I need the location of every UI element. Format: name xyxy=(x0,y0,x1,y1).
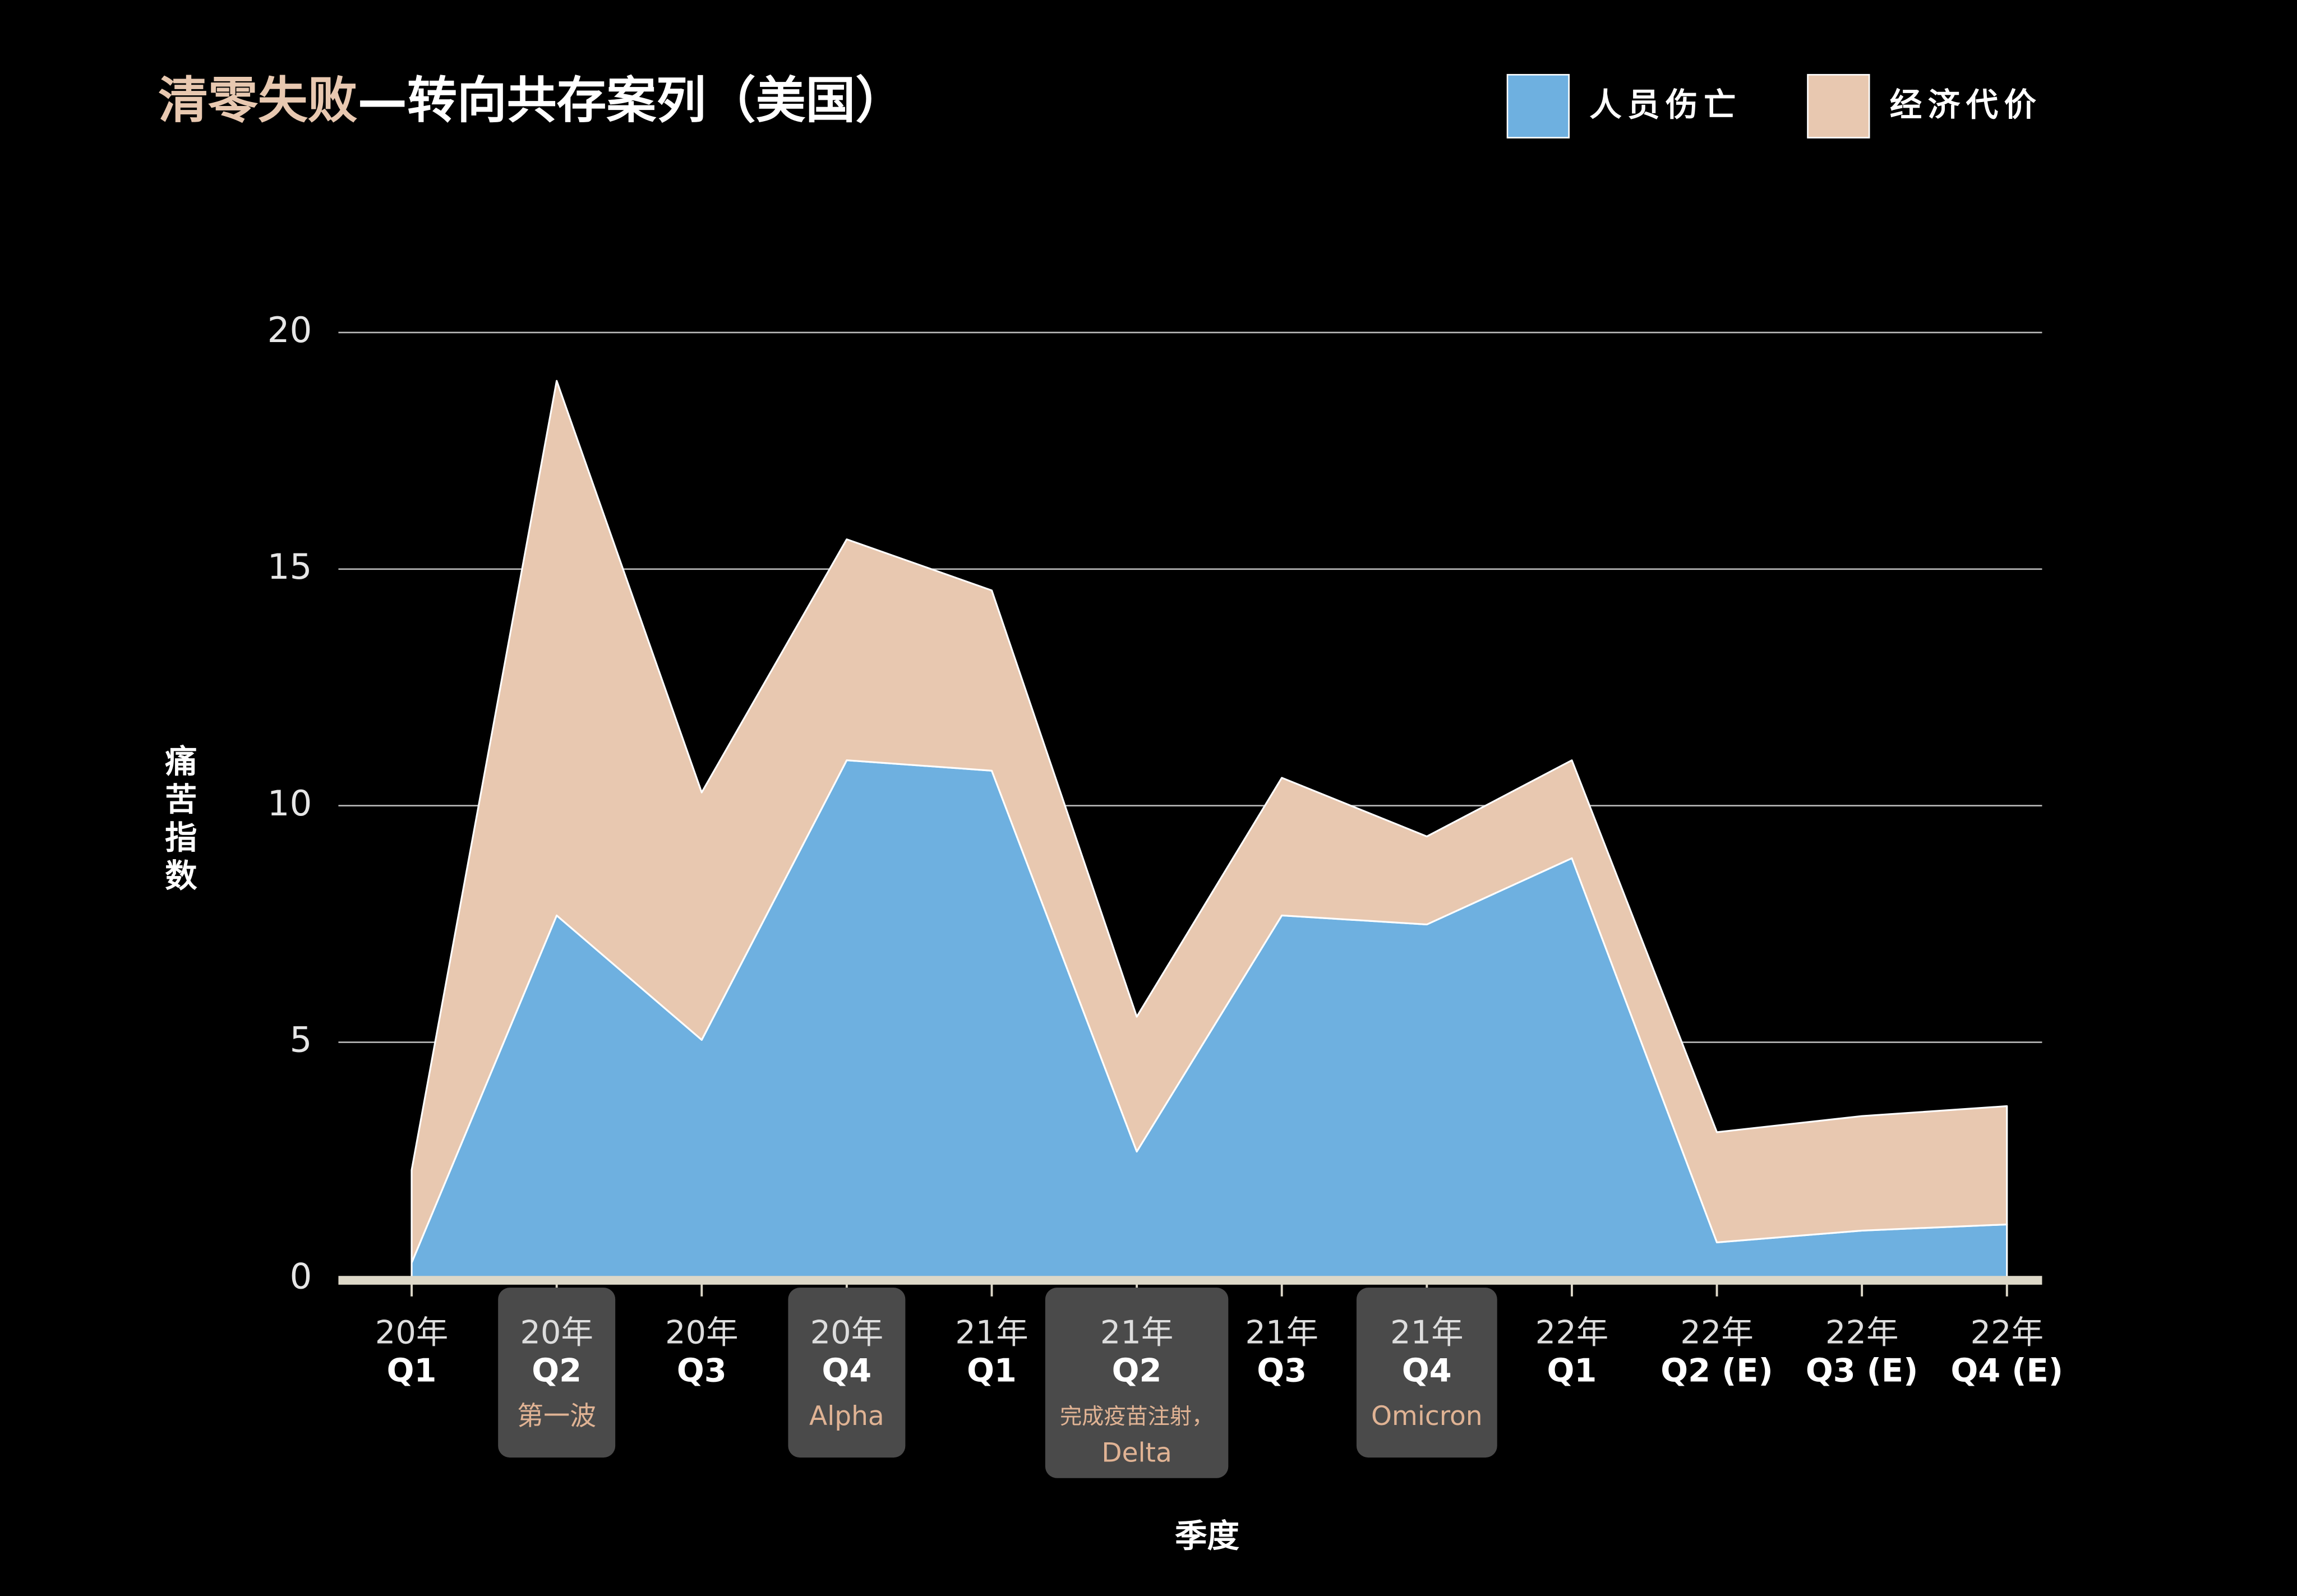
legend-label: 经济代价 xyxy=(1890,86,2042,123)
category-note: Omicron xyxy=(1371,1401,1483,1432)
note-box xyxy=(788,1288,906,1458)
x-tick-label: 20年 xyxy=(665,1313,739,1351)
y-tick-label: 15 xyxy=(267,546,312,587)
category-note: 完成疫苗注射， xyxy=(1060,1404,1214,1429)
x-tick-label: Q4 xyxy=(1402,1351,1452,1389)
legend-swatch xyxy=(1807,73,1870,139)
x-tick-label: 22年 xyxy=(1970,1313,2044,1351)
x-tick-label: Q4 (E) xyxy=(1950,1351,2063,1389)
x-tick-label: 20年 xyxy=(375,1313,449,1351)
y-tick-label: 20 xyxy=(267,310,312,350)
x-axis-label: 季度 xyxy=(1175,1517,1239,1555)
x-tick-label: Q1 xyxy=(387,1351,437,1389)
x-tick-label: 21年 xyxy=(955,1313,1028,1351)
note-box xyxy=(498,1288,616,1458)
x-tick-label: Q3 xyxy=(1257,1351,1307,1389)
y-tick-label: 10 xyxy=(267,783,312,824)
note-box xyxy=(1356,1288,1497,1458)
category-note: Alpha xyxy=(809,1401,884,1432)
x-tick-label: Q3 xyxy=(677,1351,727,1389)
x-tick-label: 21年 xyxy=(1245,1313,1318,1351)
note-box xyxy=(1045,1288,1229,1478)
x-tick-label: Q4 xyxy=(822,1351,871,1389)
x-tick-label: 22年 xyxy=(1680,1313,1754,1351)
x-tick-label: Q1 xyxy=(967,1351,1017,1389)
x-tick-label: Q1 xyxy=(1547,1351,1597,1389)
x-tick-label: 22年 xyxy=(1535,1313,1609,1351)
legend-label: 人员伤亡 xyxy=(1589,86,1742,123)
x-tick-label: Q3 (E) xyxy=(1806,1351,1918,1389)
chart-title-rest: —转向共存案列（美国） xyxy=(357,72,905,130)
x-tick-label: 22年 xyxy=(1825,1313,1899,1351)
legend-swatch xyxy=(1506,73,1570,139)
x-tick-label: 20年 xyxy=(810,1313,884,1351)
x-tick-label: 20年 xyxy=(520,1313,593,1351)
area xyxy=(410,380,2008,1264)
x-tick-label: Q2 xyxy=(532,1351,582,1389)
chart-title: 清零失败—转向共存案列（美国） xyxy=(158,72,905,130)
x-tick-label: 21年 xyxy=(1100,1313,1174,1351)
y-tick-label: 5 xyxy=(290,1020,312,1060)
x-tick-label: Q2 xyxy=(1112,1351,1162,1389)
category-note: 第一波 xyxy=(517,1401,596,1432)
x-tick-label: Q2 (E) xyxy=(1661,1351,1773,1389)
category-note: Delta xyxy=(1101,1437,1171,1468)
y-axis-label: 痛苦指数 xyxy=(159,744,197,897)
x-tick-label: 21年 xyxy=(1390,1313,1464,1351)
y-tick-label: 0 xyxy=(290,1256,312,1297)
chart-title-highlight: 清零失败 xyxy=(158,72,357,130)
